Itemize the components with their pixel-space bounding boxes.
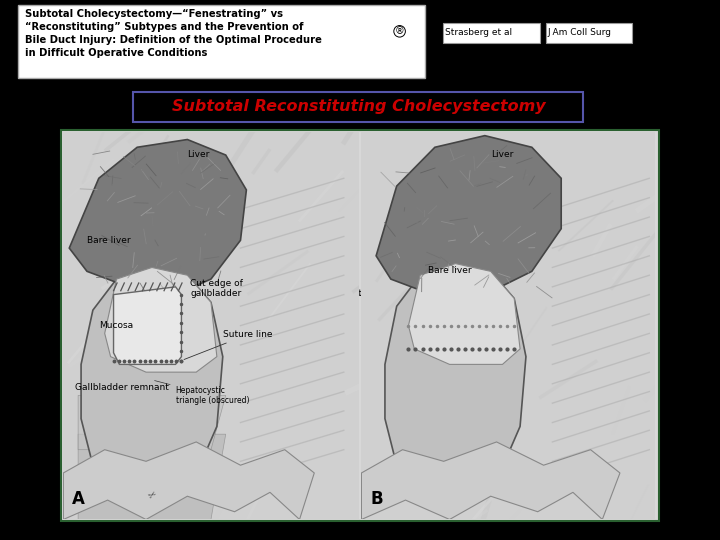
Text: Hepatocystic
triangle (obscured): Hepatocystic triangle (obscured)	[155, 381, 249, 405]
Text: B: B	[370, 490, 383, 508]
FancyBboxPatch shape	[443, 23, 540, 43]
Polygon shape	[385, 264, 526, 504]
Polygon shape	[69, 139, 246, 295]
Text: ✂: ✂	[146, 488, 158, 501]
Text: Subtotal Cholecystectomy—“Fenestrating” vs
“Reconstituting” Subtypes and the Pre: Subtotal Cholecystectomy—“Fenestrating” …	[25, 9, 322, 58]
Text: Bare liver: Bare liver	[87, 236, 130, 245]
Polygon shape	[81, 267, 222, 504]
FancyBboxPatch shape	[61, 130, 659, 521]
Text: Mucosa: Mucosa	[99, 321, 133, 330]
Polygon shape	[63, 442, 314, 519]
Text: Liver: Liver	[187, 150, 210, 159]
Text: Bare liver: Bare liver	[428, 266, 472, 275]
Text: Suture line: Suture line	[184, 330, 272, 360]
Text: Suture line: Suture line	[348, 289, 394, 298]
Text: Strasberg et al: Strasberg et al	[445, 29, 512, 37]
FancyBboxPatch shape	[133, 92, 583, 122]
Polygon shape	[408, 264, 520, 364]
Text: Cut edge of
gallbladder: Cut edge of gallbladder	[190, 279, 243, 299]
Text: Liver: Liver	[491, 150, 513, 159]
Polygon shape	[78, 395, 226, 450]
Text: ®: ®	[395, 26, 405, 36]
FancyBboxPatch shape	[18, 5, 425, 78]
Polygon shape	[376, 136, 561, 295]
Polygon shape	[114, 287, 181, 364]
Polygon shape	[104, 267, 217, 372]
Text: Subtotal Reconstituting Cholecystectomy: Subtotal Reconstituting Cholecystectomy	[172, 99, 545, 114]
Polygon shape	[361, 442, 620, 519]
Polygon shape	[78, 434, 226, 519]
Text: A: A	[72, 490, 85, 508]
Text: J Am Coll Surg: J Am Coll Surg	[548, 29, 612, 37]
FancyBboxPatch shape	[546, 23, 632, 43]
Text: Gallbladder remnant: Gallbladder remnant	[75, 383, 169, 392]
